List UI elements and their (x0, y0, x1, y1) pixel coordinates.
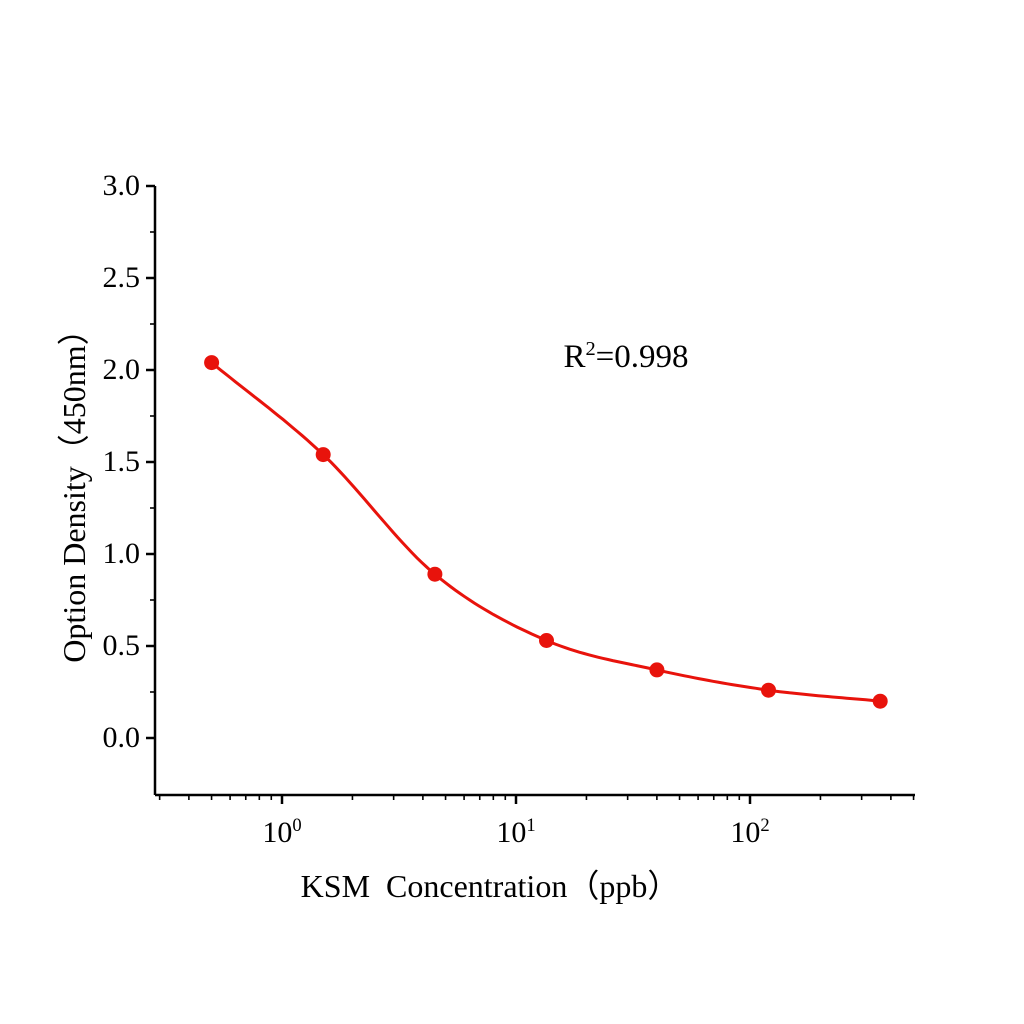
x-tick-base: 10 (496, 816, 527, 849)
y-tick-label: 3.0 (102, 169, 141, 202)
y-axis-label: Option Density（450nm） (56, 313, 92, 663)
data-point (649, 662, 665, 678)
x-tick-exponent: 0 (292, 815, 302, 836)
y-tick-label: 1.0 (102, 537, 141, 570)
y-tick-label: 0.0 (102, 721, 141, 754)
fit-curve (210, 361, 882, 703)
r-squared-value: =0.998 (595, 339, 689, 375)
y-tick-label: 0.5 (102, 629, 141, 662)
x-tick-label: 101 (496, 808, 535, 851)
r-squared-base: R (563, 339, 586, 375)
data-point (872, 693, 888, 709)
data-point (539, 633, 554, 648)
data-point (204, 355, 220, 371)
x-tick-label: 100 (262, 808, 301, 851)
x-tick-base: 10 (262, 816, 293, 849)
data-point (315, 447, 331, 463)
data-point (427, 566, 443, 582)
y-tick-label: 1.5 (102, 445, 141, 478)
x-tick-exponent: 1 (526, 815, 536, 836)
x-tick-label: 102 (730, 808, 769, 851)
y-tick-label: 2.5 (102, 261, 141, 294)
x-tick-exponent: 2 (760, 815, 770, 836)
x-axis-label: KSM Concentration（ppb） (300, 868, 680, 904)
y-tick-label: 2.0 (102, 353, 141, 386)
data-point (761, 682, 776, 698)
r-squared-annotation: R2=0.998 (563, 338, 688, 376)
x-tick-base: 10 (730, 816, 761, 849)
r-squared-exponent: 2 (585, 338, 596, 360)
